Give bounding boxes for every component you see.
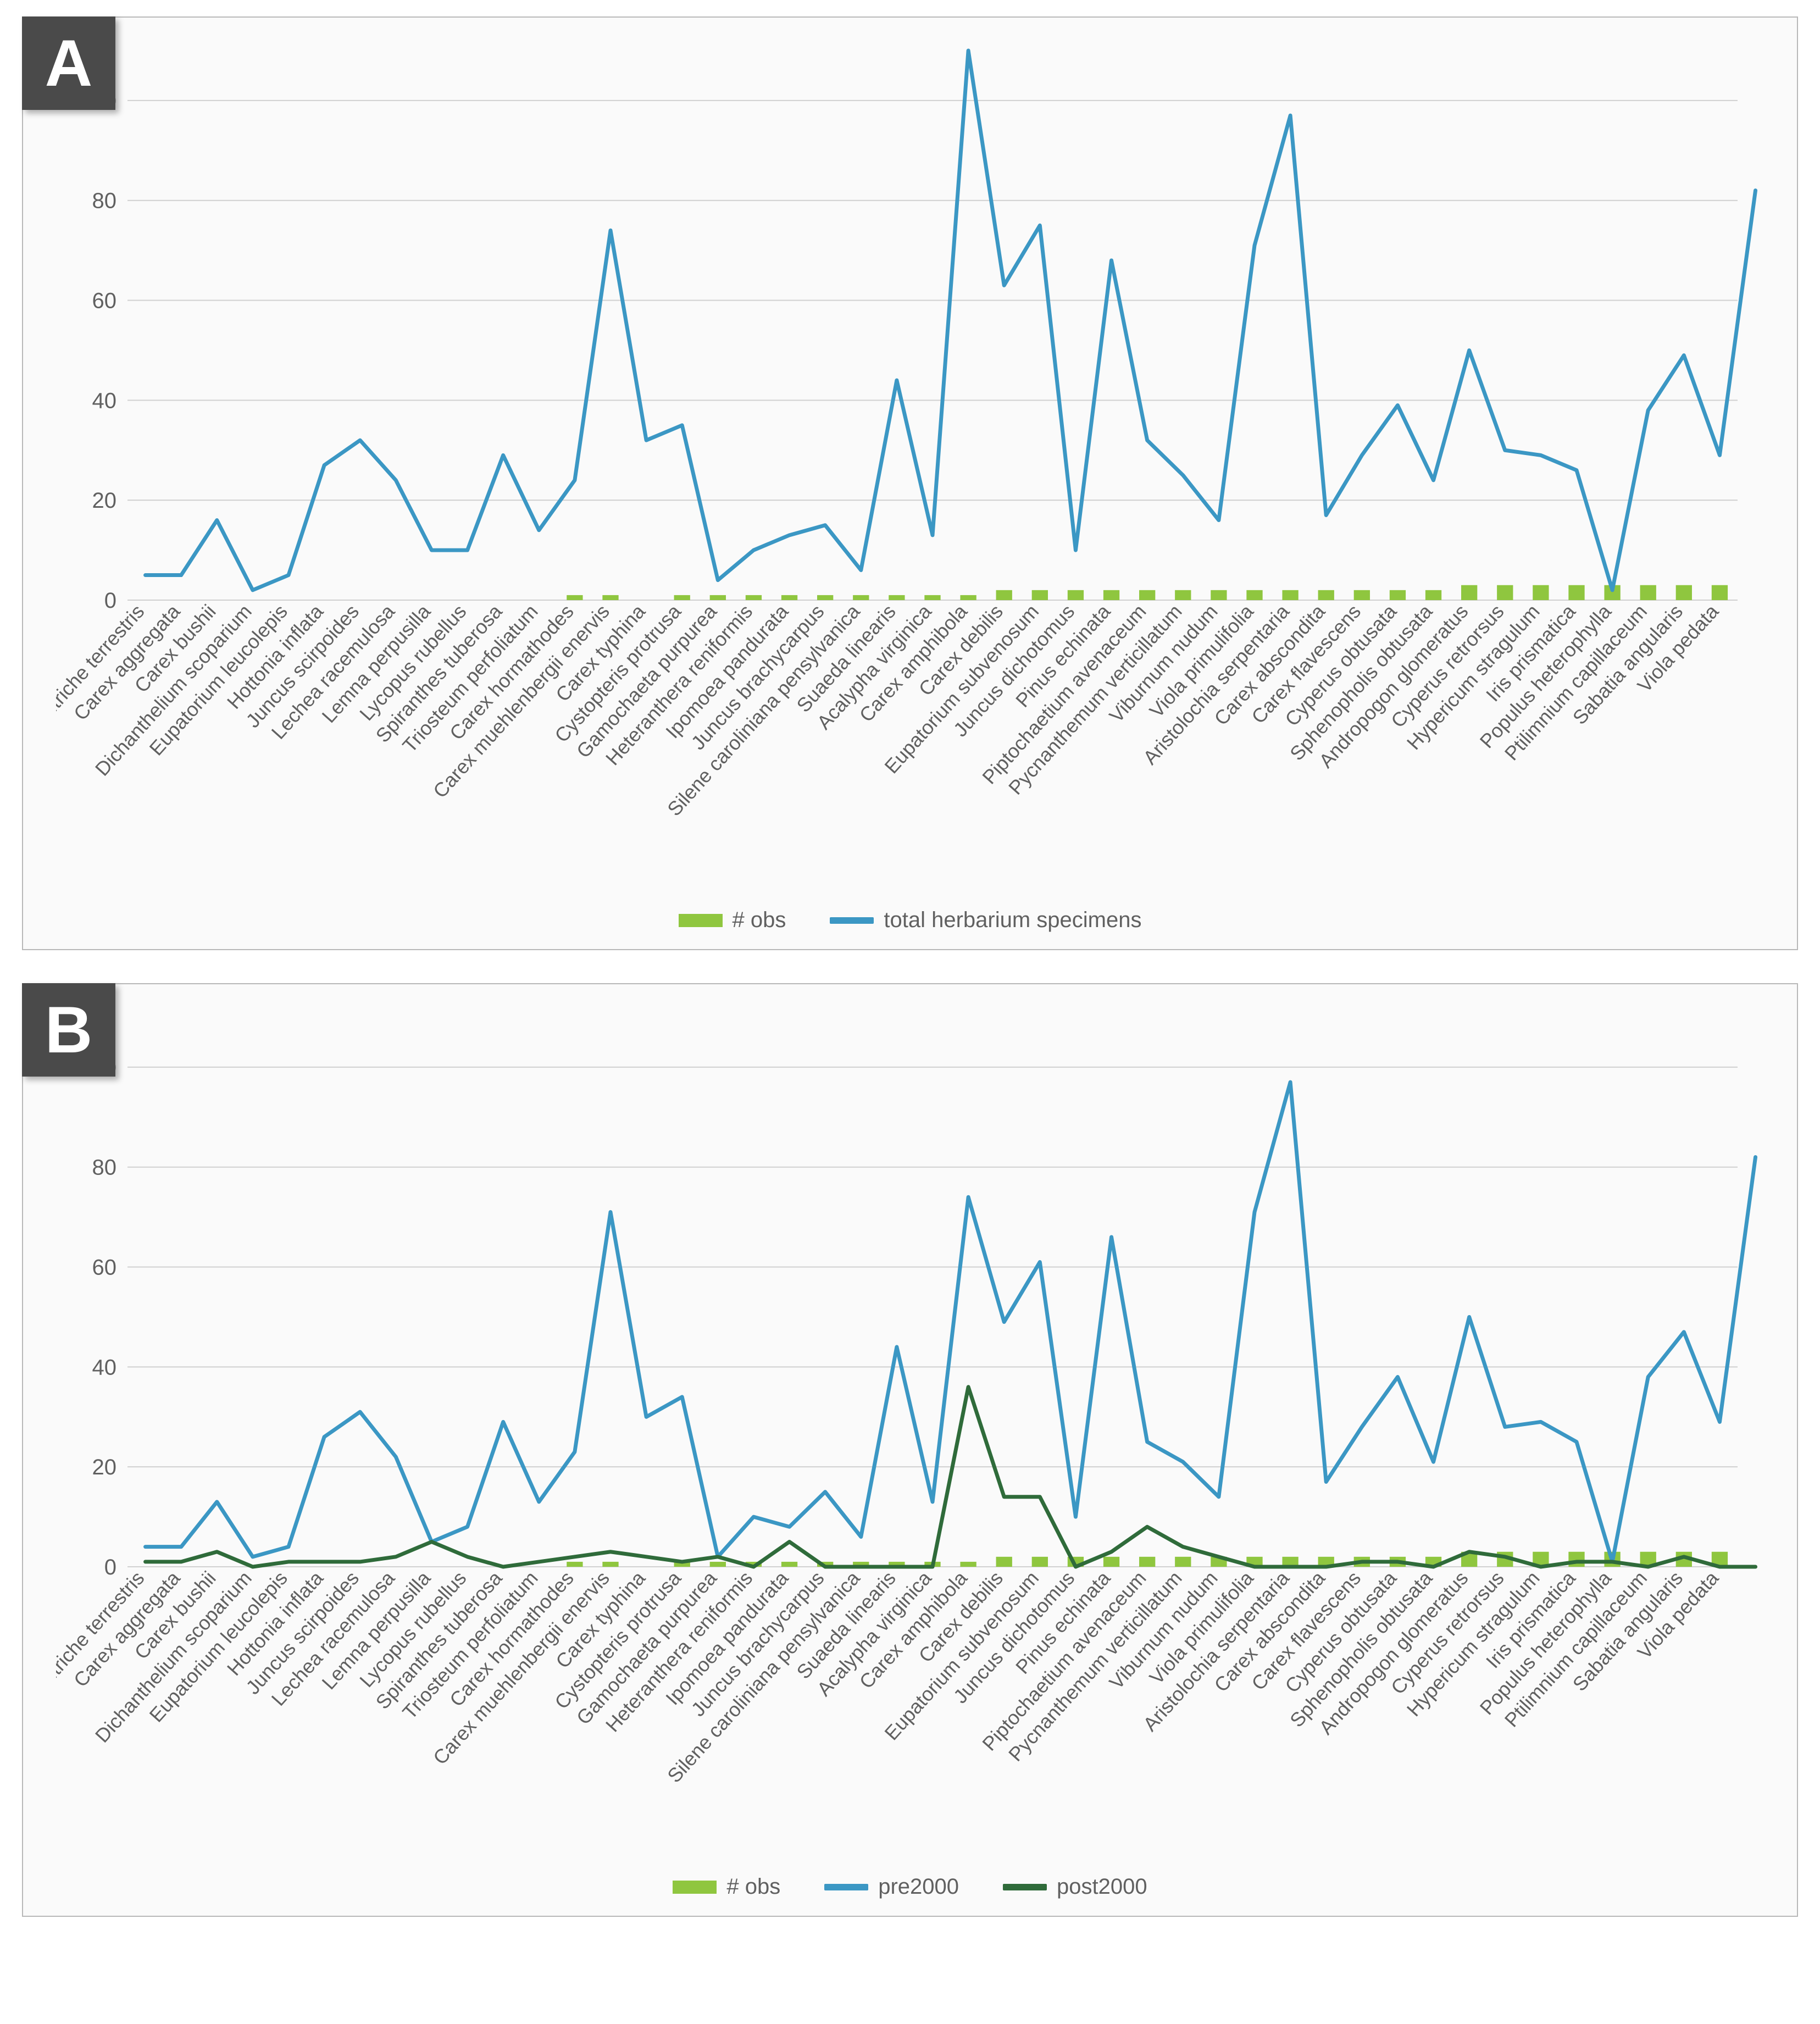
svg-text:60: 60 bbox=[92, 1256, 117, 1280]
legend-swatch bbox=[673, 1881, 717, 1894]
legend-swatch bbox=[1003, 1884, 1047, 1890]
svg-text:40: 40 bbox=[92, 1355, 117, 1379]
legend-item-post2000: post2000 bbox=[1003, 1875, 1147, 1899]
panel-b-badge: B bbox=[22, 983, 115, 1077]
legend-swatch bbox=[679, 914, 723, 927]
legend-item-pre2000: pre2000 bbox=[824, 1875, 959, 1899]
svg-text:0: 0 bbox=[104, 1555, 116, 1579]
panel-b-chart-wrap: 020406080100Callitriche terrestrisCarex … bbox=[23, 984, 1797, 1869]
panel-a-chart-wrap: 020406080100Callitriche terrestrisCarex … bbox=[23, 18, 1797, 902]
svg-text:40: 40 bbox=[92, 389, 117, 413]
panel-b: B 020406080100Callitriche terrestrisCare… bbox=[22, 983, 1798, 1917]
legend-label: # obs bbox=[726, 1875, 780, 1899]
legend-item-obs: # obs bbox=[679, 908, 786, 933]
svg-text:20: 20 bbox=[92, 489, 117, 513]
legend-item-total: total herbarium specimens bbox=[830, 908, 1141, 933]
panel-a-legend: # obs total herbarium specimens bbox=[23, 902, 1797, 949]
legend-item-obs: # obs bbox=[673, 1875, 780, 1899]
legend-label: # obs bbox=[733, 908, 786, 933]
panel-a-chart: 020406080100Callitriche terrestrisCarex … bbox=[56, 34, 1760, 886]
legend-label: pre2000 bbox=[878, 1875, 959, 1899]
svg-text:80: 80 bbox=[92, 1156, 117, 1180]
legend-label: post2000 bbox=[1057, 1875, 1147, 1899]
legend-swatch bbox=[830, 917, 874, 924]
panel-b-chart: 020406080100Callitriche terrestrisCarex … bbox=[56, 1001, 1760, 1853]
panel-a: A 020406080100Callitriche terrestrisCare… bbox=[22, 16, 1798, 950]
svg-text:80: 80 bbox=[92, 189, 117, 213]
panel-b-legend: # obs pre2000 post2000 bbox=[23, 1869, 1797, 1916]
svg-text:0: 0 bbox=[104, 589, 116, 613]
panel-a-badge: A bbox=[22, 16, 115, 110]
legend-swatch bbox=[824, 1884, 868, 1890]
svg-text:60: 60 bbox=[92, 289, 117, 313]
legend-label: total herbarium specimens bbox=[884, 908, 1141, 933]
svg-text:20: 20 bbox=[92, 1455, 117, 1479]
page: A 020406080100Callitriche terrestrisCare… bbox=[0, 0, 1820, 1972]
